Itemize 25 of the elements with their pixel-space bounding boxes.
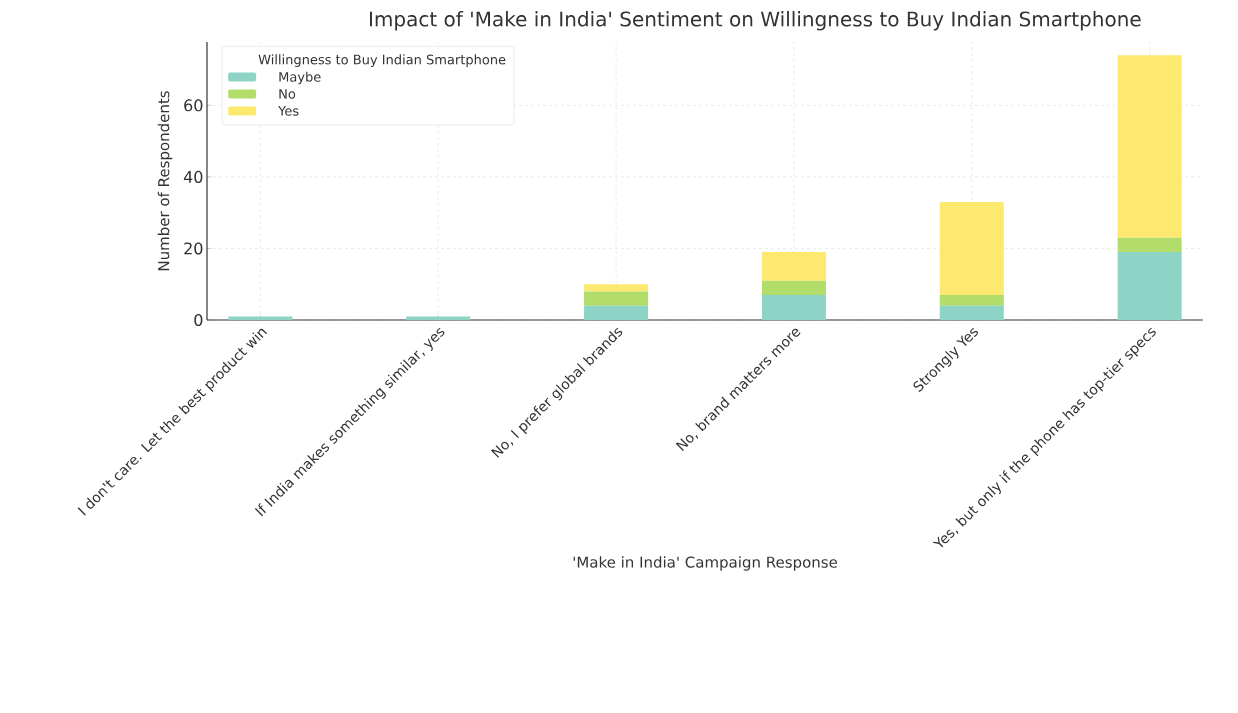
bar	[761, 252, 826, 281]
bar	[761, 294, 826, 320]
bar	[1117, 237, 1182, 253]
y-tick-label: 40	[183, 170, 203, 183]
y-tick-label: 0	[194, 313, 203, 327]
y-tick-label: 60	[184, 99, 203, 112]
legend-title: Willingness to Buy Indian Smartphone	[258, 54, 506, 67]
y-tick-label: 20	[184, 242, 203, 255]
bar	[1117, 55, 1182, 238]
legend-label: Maybe	[279, 71, 321, 85]
bar	[584, 284, 649, 292]
bar	[584, 291, 649, 306]
bar	[584, 305, 649, 320]
legend-label: Yes	[278, 106, 299, 116]
bar	[939, 201, 1004, 295]
bar	[228, 316, 293, 320]
y-axis-title: Number of Respondents	[157, 91, 173, 271]
x-axis-title: 'Make in India' Campaign Response	[573, 556, 838, 571]
bar	[761, 280, 826, 295]
bar	[939, 305, 1004, 320]
bar	[406, 316, 471, 320]
bar	[939, 294, 1004, 306]
chart-title: Impact of 'Make in India' Sentiment on Willingness to Buy Indian Smartphone	[369, 11, 1141, 31]
bar	[1117, 252, 1182, 320]
legend-label: No	[279, 89, 296, 99]
